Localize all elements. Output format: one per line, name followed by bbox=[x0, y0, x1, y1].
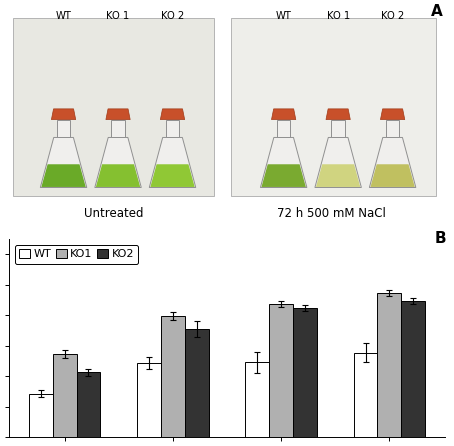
Polygon shape bbox=[51, 109, 76, 120]
Polygon shape bbox=[41, 164, 86, 187]
Text: WT: WT bbox=[276, 11, 291, 21]
Polygon shape bbox=[380, 109, 405, 120]
Polygon shape bbox=[271, 109, 296, 120]
Bar bbox=[77, 372, 100, 437]
Polygon shape bbox=[277, 120, 291, 137]
Bar bbox=[293, 308, 317, 437]
Polygon shape bbox=[149, 137, 196, 187]
Polygon shape bbox=[111, 120, 125, 137]
Polygon shape bbox=[370, 164, 415, 187]
Bar bbox=[377, 293, 401, 437]
Bar bbox=[269, 304, 293, 437]
Legend: WT, KO1, KO2: WT, KO1, KO2 bbox=[15, 244, 138, 264]
Polygon shape bbox=[326, 109, 350, 120]
Polygon shape bbox=[150, 164, 195, 187]
Text: KO 1: KO 1 bbox=[106, 11, 130, 21]
Bar bbox=[29, 394, 53, 437]
FancyBboxPatch shape bbox=[14, 17, 214, 196]
Polygon shape bbox=[370, 137, 416, 187]
Text: KO 2: KO 2 bbox=[161, 11, 184, 21]
Polygon shape bbox=[331, 120, 345, 137]
Polygon shape bbox=[315, 137, 361, 187]
Bar bbox=[161, 316, 185, 437]
Polygon shape bbox=[95, 137, 141, 187]
Polygon shape bbox=[166, 120, 179, 137]
Polygon shape bbox=[386, 120, 400, 137]
Bar bbox=[401, 301, 425, 437]
Text: KO 1: KO 1 bbox=[326, 11, 350, 21]
Polygon shape bbox=[262, 164, 306, 187]
Polygon shape bbox=[261, 137, 307, 187]
Text: 72 h 500 mM NaCl: 72 h 500 mM NaCl bbox=[277, 207, 386, 220]
Bar bbox=[354, 352, 377, 437]
Polygon shape bbox=[160, 109, 185, 120]
Polygon shape bbox=[96, 164, 140, 187]
Text: WT: WT bbox=[56, 11, 71, 21]
Bar bbox=[246, 363, 269, 437]
Text: KO 2: KO 2 bbox=[381, 11, 404, 21]
Polygon shape bbox=[106, 109, 130, 120]
Bar bbox=[137, 363, 161, 437]
Polygon shape bbox=[316, 164, 360, 187]
Bar bbox=[53, 354, 77, 437]
Polygon shape bbox=[40, 137, 87, 187]
Text: B: B bbox=[435, 231, 447, 246]
Polygon shape bbox=[57, 120, 70, 137]
Text: A: A bbox=[431, 4, 443, 20]
FancyBboxPatch shape bbox=[232, 17, 436, 196]
Text: Untreated: Untreated bbox=[84, 207, 143, 220]
Bar bbox=[185, 329, 208, 437]
